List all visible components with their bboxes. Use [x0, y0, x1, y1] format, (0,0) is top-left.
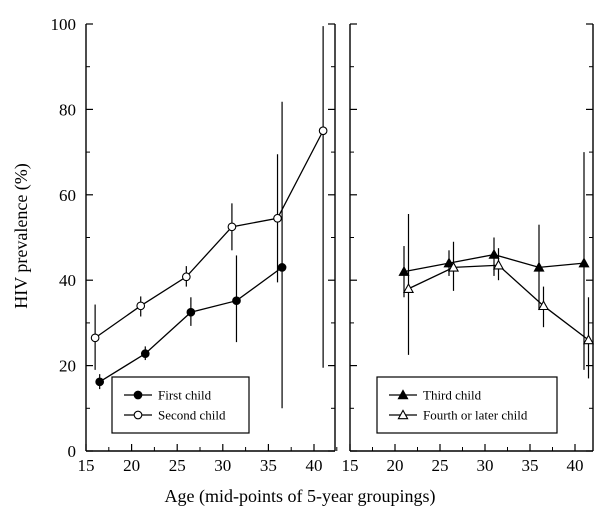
data-point	[578, 257, 590, 268]
x-tick-label: 15	[342, 456, 359, 475]
x-tick-label: 30	[477, 456, 494, 475]
legend-marker	[397, 389, 409, 400]
data-point	[90, 333, 100, 343]
data-point	[227, 222, 237, 232]
y-tick-label: 20	[59, 357, 76, 376]
x-tick-label: 40	[567, 456, 584, 475]
data-point	[140, 349, 150, 358]
x-tick-label: 40	[306, 456, 323, 475]
legend-label: Third child	[423, 388, 482, 403]
legend-label: First child	[158, 388, 212, 403]
x-tick-label: 35	[260, 456, 277, 475]
x-axis-title: Age (mid-points of 5-year groupings)	[165, 486, 436, 507]
y-tick-label: 60	[59, 186, 76, 205]
x-tick-label: 25	[432, 456, 449, 475]
left-panel: 15 20 25 30 35 40 First child Second child	[78, 23, 338, 475]
y-axis-title: HIV prevalence (%)	[11, 163, 32, 309]
left-panel-legend: First child Second child	[111, 376, 250, 434]
legend-marker	[133, 410, 143, 420]
legend-label: Second child	[158, 408, 226, 423]
right-panel-legend: Third child Fourth or later child	[376, 376, 558, 434]
series-line	[94, 130, 324, 339]
data-point	[136, 301, 146, 311]
data-point	[273, 213, 282, 223]
data-point	[232, 296, 241, 306]
y-tick-labels: 0 20 40 60 80 100	[51, 15, 77, 461]
data-point	[318, 126, 328, 136]
data-point	[95, 377, 105, 387]
x-tick-label: 20	[387, 456, 404, 475]
y-tick-label: 40	[59, 271, 76, 290]
data-point	[447, 261, 460, 272]
legend-marker	[397, 409, 409, 420]
data-point	[181, 272, 191, 282]
series-first-child	[95, 101, 287, 409]
y-tick-label: 80	[59, 100, 76, 119]
data-point	[533, 261, 545, 272]
x-tick-label: 25	[169, 456, 186, 475]
series-fourth-or-later-child	[402, 214, 594, 379]
x-tick-label: 15	[78, 456, 95, 475]
data-point	[398, 265, 410, 276]
data-point	[488, 248, 500, 259]
right-panel-marks	[398, 152, 594, 379]
data-point	[537, 300, 550, 311]
data-point	[402, 283, 415, 293]
data-point	[443, 257, 455, 268]
right-panel-ticks: 15 20 25 30 35 40	[342, 23, 593, 475]
x-tick-label: 30	[214, 456, 231, 475]
x-tick-label: 20	[123, 456, 140, 475]
series-second-child	[90, 26, 328, 370]
x-tick-label: 35	[522, 456, 539, 475]
right-panel: 15 20 25 30 35 40 Third child Fourth or later …	[342, 23, 594, 475]
data-point	[186, 307, 196, 317]
data-point	[582, 334, 594, 345]
y-tick-label: 0	[68, 442, 77, 461]
legend-box	[376, 376, 558, 434]
left-panel-ticks: 15 20 25 30 35 40	[78, 23, 338, 475]
data-point	[492, 259, 505, 270]
data-point	[277, 263, 287, 272]
left-panel-marks	[90, 26, 328, 409]
series-third-child	[398, 152, 590, 370]
legend-marker	[133, 390, 143, 400]
legend-box	[111, 376, 250, 434]
y-tick-label: 100	[51, 15, 77, 34]
legend-label: Fourth or later child	[423, 408, 528, 423]
